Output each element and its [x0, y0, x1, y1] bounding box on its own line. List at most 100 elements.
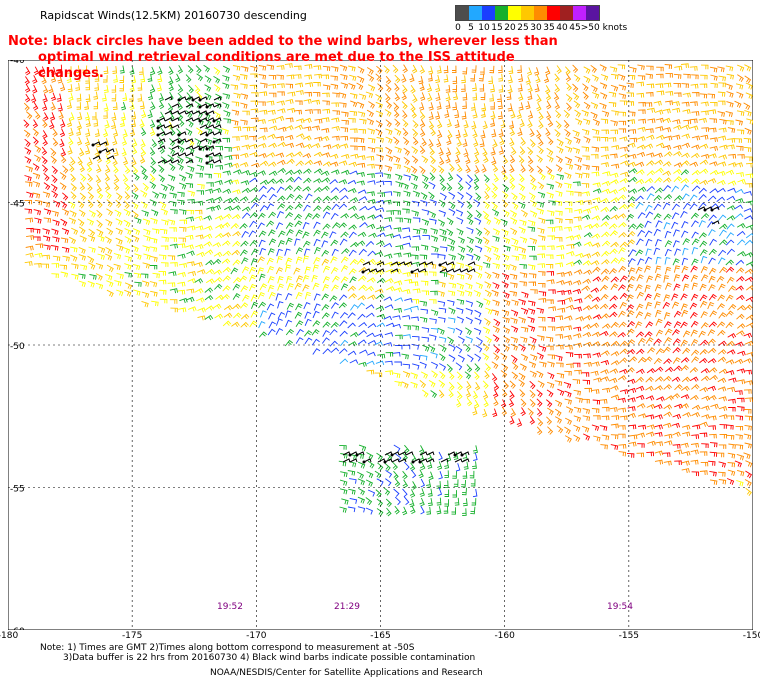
wind-barb — [743, 332, 753, 338]
wind-barb — [474, 363, 481, 372]
wind-barb — [206, 182, 214, 187]
wind-barb — [456, 307, 464, 314]
wind-barb — [645, 395, 655, 401]
wind-barb — [472, 406, 478, 416]
wind-barb — [75, 74, 81, 83]
wind-barb — [241, 144, 251, 150]
wind-barb — [374, 214, 384, 219]
wind-barb — [428, 111, 434, 121]
wind-barb — [565, 235, 575, 241]
wind-barb — [49, 120, 55, 130]
wind-barb — [655, 73, 664, 79]
contamination-circle — [411, 460, 415, 464]
wind-barb — [600, 118, 609, 124]
wind-barb — [484, 191, 490, 200]
wind-barb — [258, 301, 267, 309]
wind-barb — [84, 112, 90, 121]
wind-barb — [215, 232, 224, 239]
wind-barb — [546, 271, 555, 276]
wind-barb — [610, 360, 620, 366]
wind-barb — [112, 66, 118, 74]
wind-barb — [536, 208, 544, 215]
wind-barb — [97, 235, 105, 242]
contamination-circle — [362, 460, 366, 464]
wind-barb — [510, 317, 518, 324]
wind-barb — [511, 362, 519, 371]
wind-barb — [341, 498, 349, 505]
wind-barb — [547, 426, 554, 435]
wind-barb — [340, 264, 349, 272]
wind-barb — [330, 195, 339, 201]
wind-barb — [222, 240, 231, 246]
wind-barb — [304, 74, 313, 80]
wind-barb — [572, 288, 582, 294]
wind-barb — [275, 267, 284, 275]
wind-barb — [194, 84, 201, 94]
wind-barb — [644, 143, 654, 149]
wind-barb — [725, 65, 734, 72]
wind-barb — [646, 275, 654, 283]
wind-barb — [601, 323, 611, 329]
wind-barb — [745, 460, 753, 468]
wind-barb — [418, 75, 424, 85]
wind-barb — [547, 210, 555, 217]
wind-barb — [709, 238, 717, 246]
wind-barb — [383, 65, 390, 74]
wind-barb — [573, 424, 581, 432]
wind-barb — [230, 223, 240, 229]
wind-barb — [573, 406, 582, 414]
wind-barb — [710, 74, 718, 81]
wind-barb — [475, 264, 483, 271]
wind-barb — [573, 136, 581, 144]
wind-barb — [285, 117, 294, 123]
wind-barb — [618, 231, 627, 238]
wind-barb — [476, 300, 484, 309]
wind-barb — [113, 74, 118, 83]
contaminated-barb — [711, 220, 720, 225]
contamination-circle — [205, 133, 209, 137]
contaminated-barb — [460, 268, 469, 273]
wind-barb — [312, 310, 320, 319]
wind-barb — [106, 289, 114, 298]
wind-barb — [701, 375, 710, 382]
wind-barb — [116, 272, 124, 280]
contamination-circle — [198, 98, 202, 102]
wind-barb — [277, 141, 287, 148]
wind-barb — [341, 119, 349, 125]
wind-barb — [385, 470, 393, 478]
wind-barb — [727, 452, 736, 459]
wind-barb — [601, 406, 610, 412]
contaminated-barb — [439, 261, 448, 266]
wind-barb — [121, 147, 127, 157]
wind-barb — [428, 299, 437, 304]
wind-barb — [555, 217, 563, 224]
wind-barb — [629, 66, 637, 73]
contamination-circle — [205, 112, 209, 116]
wind-barb — [681, 431, 691, 437]
wind-barb — [653, 203, 662, 211]
wind-barb — [338, 92, 347, 99]
wind-barb — [436, 138, 442, 148]
wind-barb — [257, 292, 265, 300]
wind-barb — [119, 83, 125, 92]
wind-barb — [403, 252, 412, 258]
wind-barb — [42, 119, 48, 128]
wind-barb — [339, 488, 348, 495]
wind-barb — [671, 212, 680, 220]
wind-barb — [689, 118, 698, 124]
wind-barb — [141, 109, 147, 119]
wind-barb — [68, 92, 74, 101]
wind-barb — [637, 413, 647, 419]
wind-barb — [386, 210, 394, 215]
wind-barb — [528, 192, 536, 201]
wind-barb — [365, 91, 374, 99]
wind-barb — [51, 263, 60, 268]
wind-barb — [137, 93, 143, 102]
wind-barb — [366, 118, 374, 126]
wind-barb — [411, 109, 417, 119]
wind-barb — [673, 176, 683, 183]
wind-barb — [728, 303, 737, 311]
wind-barb — [196, 297, 205, 303]
wind-barb — [672, 328, 680, 336]
wind-barb — [617, 213, 627, 219]
